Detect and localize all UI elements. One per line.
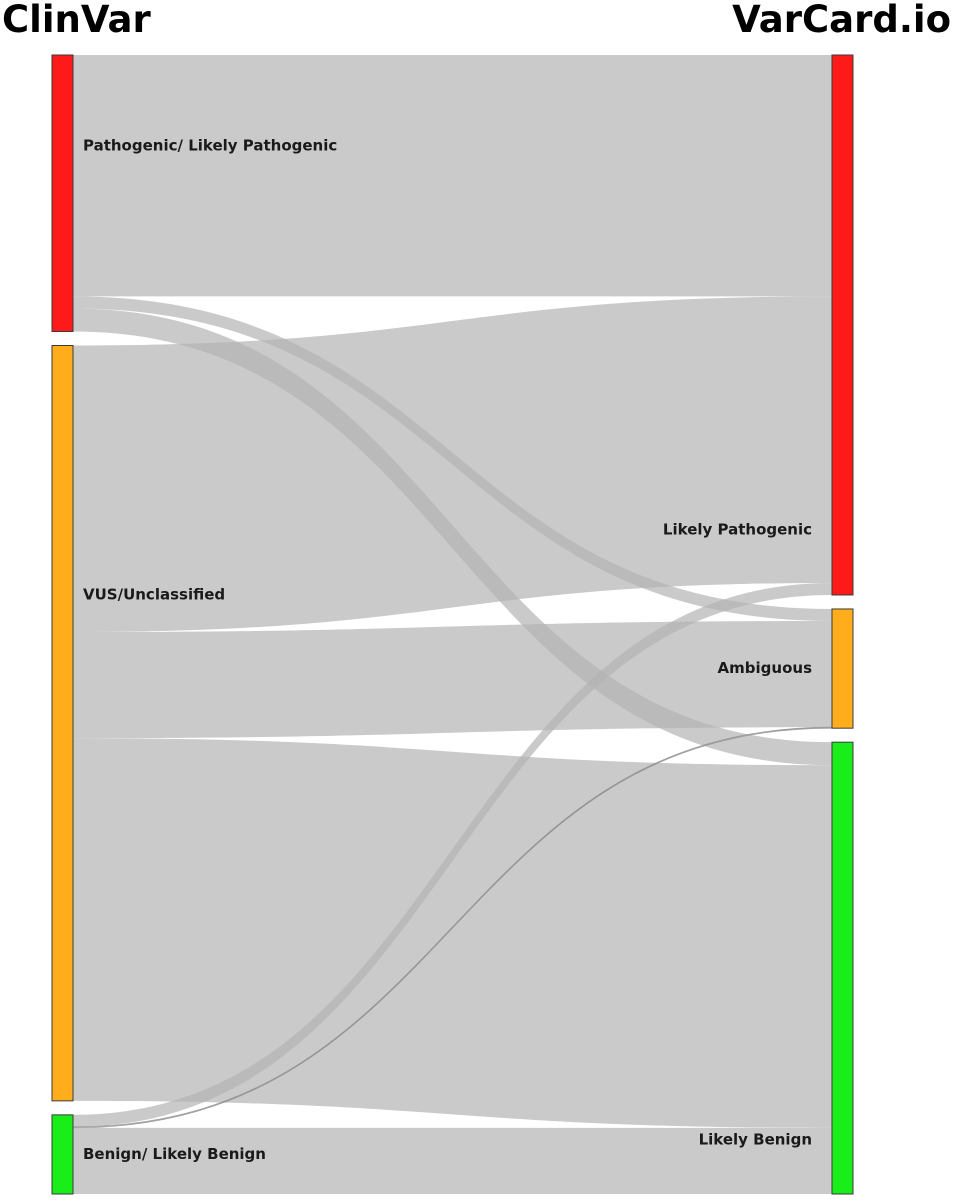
node-blb	[51, 1114, 74, 1195]
link-blb-to-lp	[73, 582, 832, 1127]
link-vus-to-lb	[73, 738, 832, 1128]
varcard-column-title: VarCard.io	[732, 0, 951, 41]
link-vus-to-lp	[73, 296, 832, 633]
link-blb-to-lb	[73, 1127, 832, 1194]
node-label-plp: Pathogenic/ Likely Pathogenic	[83, 137, 337, 155]
clinvar-column-title: ClinVar	[2, 0, 151, 41]
link-vus-to-amb	[73, 620, 832, 739]
node-label-vus: VUS/Unclassified	[83, 585, 225, 603]
labels-layer: Pathogenic/ Likely Pathogenic VUS/Unclass…	[83, 137, 812, 1163]
node-plp	[51, 54, 74, 332]
links-layer	[72, 55, 833, 1194]
node-lb	[831, 741, 854, 1195]
node-lp	[831, 54, 854, 596]
node-vus	[51, 344, 74, 1102]
node-label-amb: Ambiguous	[718, 659, 813, 677]
link-plp-to-lp	[73, 55, 832, 297]
node-label-lp: Likely Pathogenic	[663, 521, 812, 539]
node-label-lb: Likely Benign	[699, 1130, 812, 1148]
node-label-blb: Benign/ Likely Benign	[83, 1145, 266, 1163]
nodes-layer	[51, 54, 854, 1195]
node-amb	[831, 608, 854, 729]
